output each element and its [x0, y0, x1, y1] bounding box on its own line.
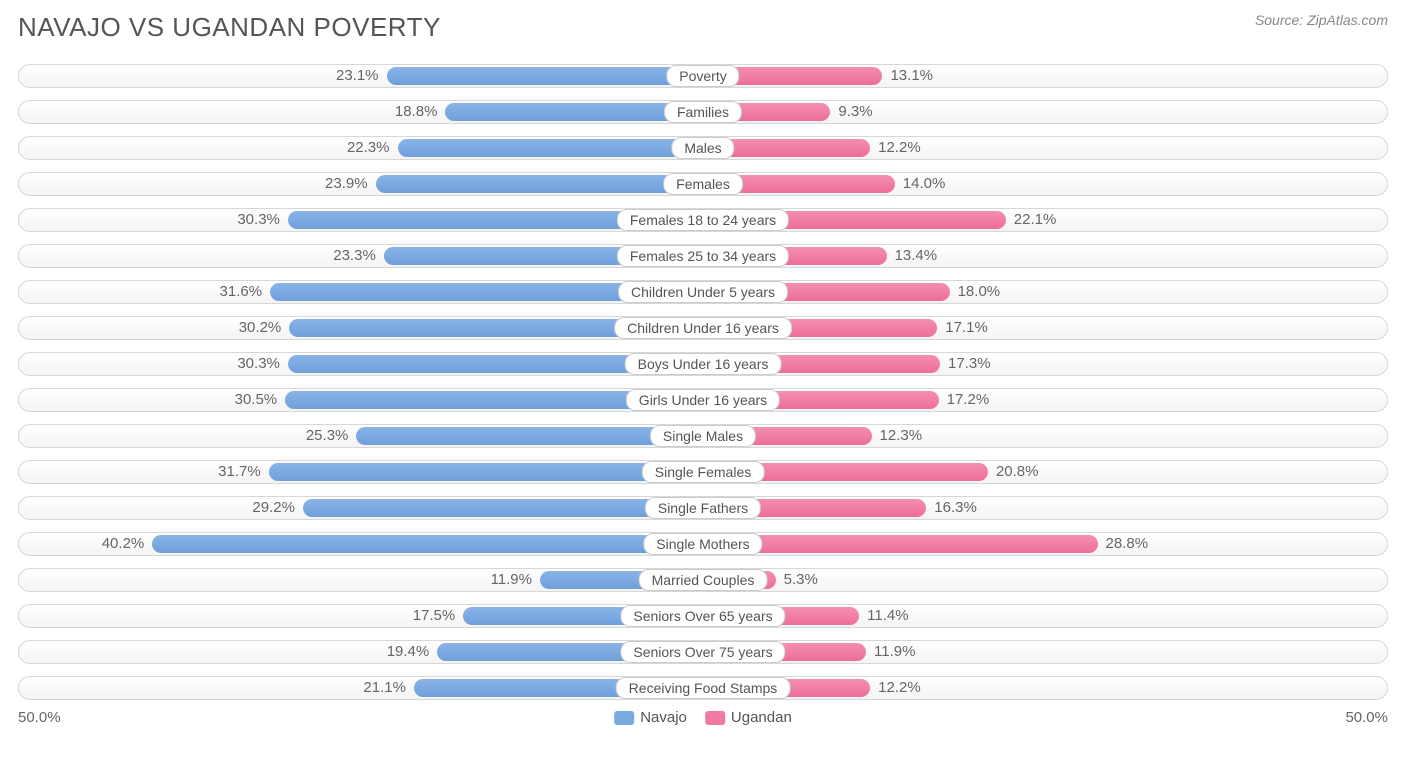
chart-row: 25.3% 12.3% Single Males — [18, 421, 1388, 451]
chart-row: 23.3% 13.4% Females 25 to 34 years — [18, 241, 1388, 271]
value-left: 17.5% — [413, 601, 464, 631]
chart-title: NAVAJO VS UGANDAN POVERTY — [18, 12, 441, 43]
category-label: Females — [663, 173, 743, 195]
value-right: 5.3% — [776, 565, 818, 595]
category-label: Families — [664, 101, 742, 123]
category-label: Single Fathers — [645, 497, 761, 519]
category-label: Married Couples — [639, 569, 768, 591]
value-left: 30.5% — [235, 385, 286, 415]
value-right: 13.4% — [887, 241, 938, 271]
value-right: 12.2% — [870, 673, 921, 703]
axis-max-left: 50.0% — [18, 709, 61, 726]
category-label: Females 25 to 34 years — [617, 245, 789, 267]
chart-row: 17.5% 11.4% Seniors Over 65 years — [18, 601, 1388, 631]
value-left: 23.3% — [333, 241, 384, 271]
category-label: Receiving Food Stamps — [616, 677, 791, 699]
chart-row: 19.4% 11.9% Seniors Over 75 years — [18, 637, 1388, 667]
legend-label-left: Navajo — [640, 709, 687, 726]
category-label: Children Under 16 years — [614, 317, 792, 339]
bar-left — [376, 175, 703, 193]
value-right: 20.8% — [988, 457, 1039, 487]
bar-left — [303, 499, 703, 517]
chart-row: 31.7% 20.8% Single Females — [18, 457, 1388, 487]
chart-row: 18.8% 9.3% Families — [18, 97, 1388, 127]
value-left: 29.2% — [252, 493, 303, 523]
value-left: 23.9% — [325, 169, 376, 199]
value-right: 14.0% — [895, 169, 946, 199]
value-left: 31.7% — [218, 457, 269, 487]
legend-item-right: Ugandan — [705, 709, 792, 726]
category-label: Seniors Over 75 years — [620, 641, 785, 663]
value-left: 18.8% — [395, 97, 446, 127]
value-left: 30.3% — [237, 349, 288, 379]
bar-left — [269, 463, 703, 481]
chart-row: 22.3% 12.2% Males — [18, 133, 1388, 163]
legend: Navajo Ugandan — [614, 709, 792, 726]
value-left: 23.1% — [336, 61, 387, 91]
chart-row: 30.3% 17.3% Boys Under 16 years — [18, 349, 1388, 379]
value-left: 40.2% — [102, 529, 153, 559]
chart-footer: 50.0% Navajo Ugandan 50.0% — [18, 709, 1388, 733]
value-left: 31.6% — [220, 277, 271, 307]
axis-max-right: 50.0% — [1345, 709, 1388, 726]
value-right: 17.3% — [940, 349, 991, 379]
category-label: Poverty — [666, 65, 739, 87]
value-right: 9.3% — [830, 97, 872, 127]
category-label: Boys Under 16 years — [625, 353, 782, 375]
value-right: 11.4% — [859, 601, 908, 631]
chart-row: 21.1% 12.2% Receiving Food Stamps — [18, 673, 1388, 703]
bar-left — [398, 139, 704, 157]
category-label: Single Mothers — [643, 533, 762, 555]
value-right: 12.3% — [872, 421, 923, 451]
value-right: 18.0% — [950, 277, 1001, 307]
value-right: 12.2% — [870, 133, 921, 163]
legend-swatch-left — [614, 711, 634, 725]
value-left: 25.3% — [306, 421, 357, 451]
legend-item-left: Navajo — [614, 709, 687, 726]
chart-row: 30.2% 17.1% Children Under 16 years — [18, 313, 1388, 343]
chart-row: 29.2% 16.3% Single Fathers — [18, 493, 1388, 523]
category-label: Single Males — [650, 425, 756, 447]
value-left: 21.1% — [363, 673, 414, 703]
value-right: 11.9% — [866, 637, 915, 667]
diverging-bar-chart: 23.1% 13.1% Poverty 18.8% 9.3% Families 22.3% 1… — [18, 61, 1388, 703]
category-label: Children Under 5 years — [618, 281, 788, 303]
chart-row: 23.1% 13.1% Poverty — [18, 61, 1388, 91]
chart-row: 40.2% 28.8% Single Mothers — [18, 529, 1388, 559]
category-label: Single Females — [642, 461, 765, 483]
bar-left — [387, 67, 703, 85]
chart-row: 11.9% 5.3% Married Couples — [18, 565, 1388, 595]
category-label: Males — [671, 137, 734, 159]
category-label: Seniors Over 65 years — [620, 605, 785, 627]
chart-header: NAVAJO VS UGANDAN POVERTY Source: ZipAtl… — [18, 12, 1388, 43]
category-label: Girls Under 16 years — [626, 389, 780, 411]
chart-row: 23.9% 14.0% Females — [18, 169, 1388, 199]
value-right: 28.8% — [1098, 529, 1149, 559]
legend-label-right: Ugandan — [731, 709, 792, 726]
value-right: 22.1% — [1006, 205, 1057, 235]
value-right: 17.1% — [937, 313, 988, 343]
chart-source: Source: ZipAtlas.com — [1255, 12, 1388, 28]
value-left: 22.3% — [347, 133, 398, 163]
chart-row: 30.3% 22.1% Females 18 to 24 years — [18, 205, 1388, 235]
category-label: Females 18 to 24 years — [617, 209, 789, 231]
bar-left — [152, 535, 703, 553]
value-right: 17.2% — [939, 385, 990, 415]
value-right: 13.1% — [882, 61, 933, 91]
chart-row: 31.6% 18.0% Children Under 5 years — [18, 277, 1388, 307]
legend-swatch-right — [705, 711, 725, 725]
value-left: 30.3% — [237, 205, 288, 235]
value-left: 30.2% — [239, 313, 290, 343]
chart-row: 30.5% 17.2% Girls Under 16 years — [18, 385, 1388, 415]
value-right: 16.3% — [926, 493, 977, 523]
value-left: 19.4% — [387, 637, 438, 667]
value-left: 11.9% — [491, 565, 540, 595]
